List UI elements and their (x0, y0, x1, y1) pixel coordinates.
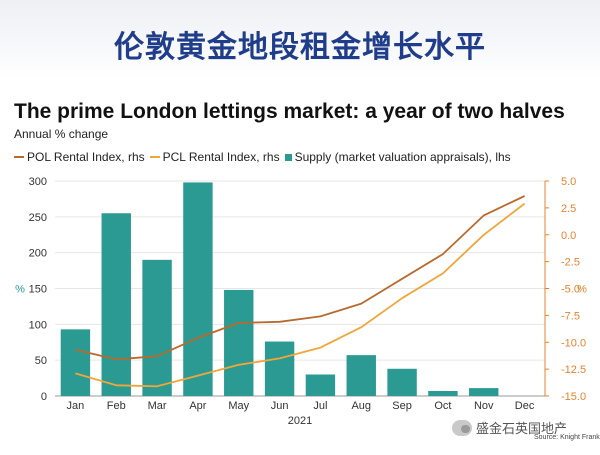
y-right-axis-label: % (577, 284, 587, 296)
legend-item-pol: POL Rental Index, rhs (14, 150, 145, 164)
y-right-tick-label: -12.5 (561, 364, 586, 376)
legend-label-supply: Supply (market valuation appraisals), lh… (294, 150, 511, 164)
y-left-tick-label: 200 (29, 248, 47, 260)
source-note: Source: Knight Frank (534, 434, 600, 441)
supply-bar (387, 368, 417, 396)
legend-swatch-pol (14, 156, 24, 158)
pcl-rental-index-line (75, 202, 526, 388)
supply-bar (183, 182, 213, 396)
supply-bar (224, 289, 254, 396)
y-right-tick-label: -5.0 (561, 284, 580, 296)
x-tick-label: Oct (434, 400, 451, 412)
x-tick-label: Jan (67, 400, 85, 412)
chart-title: The prime London lettings market: a year… (14, 100, 565, 123)
legend-item-pcl: PCL Rental Index, rhs (149, 150, 280, 164)
y-left-tick-label: 50 (35, 355, 47, 367)
supply-bar (305, 374, 336, 396)
banner: 伦敦黄金地段租金增长水平 (0, 0, 600, 78)
y-left-axis-label: % (15, 284, 25, 296)
y-left-tick-label: 100 (29, 319, 47, 331)
legend-label-pol: POL Rental Index, rhs (27, 150, 145, 164)
x-tick-label: Apr (189, 400, 206, 412)
wechat-icon (452, 419, 472, 436)
x-tick-label: May (228, 400, 249, 412)
legend-item-supply: Supply (market valuation appraisals), lh… (284, 150, 511, 164)
chart-legend: POL Rental Index, rhs PCL Rental Index, … (14, 150, 516, 164)
supply-bar (142, 259, 172, 396)
chart-subtitle: Annual % change (14, 127, 109, 141)
x-tick-label: Jul (313, 400, 327, 412)
supply-bar (346, 355, 376, 396)
y-right-tick-label: -10.0 (561, 337, 586, 349)
supply-bar (101, 213, 131, 396)
y-right-tick-label: 0.0 (561, 230, 576, 242)
legend-swatch-pcl (149, 156, 160, 158)
x-tick-label: Nov (474, 400, 494, 412)
x-tick-label: Dec (515, 400, 535, 412)
legend-label-pcl: PCL Rental Index, rhs (162, 150, 280, 164)
pol-rental-index-line (75, 195, 525, 361)
y-right-tick-label: 2.5 (561, 203, 576, 215)
supply-bar (469, 388, 499, 396)
y-left-tick-label: 250 (29, 212, 47, 224)
supply-bar (428, 390, 458, 396)
y-right-tick-label: -2.5 (561, 257, 580, 269)
supply-bar (264, 341, 295, 396)
x-tick-label: Mar (148, 400, 167, 412)
x-tick-label: Feb (107, 400, 126, 412)
chart-plot: 0 50 100 150 200 250 300 -15.0 -12.5 -10.0 -7.5 -5.… (15, 176, 587, 427)
y-right-tick-label: -7.5 (561, 310, 580, 322)
y-right-tick-label: -15.0 (561, 391, 586, 403)
y-left-tick-label: 150 (29, 284, 47, 296)
x-tick-label: Jun (271, 400, 289, 412)
watermark-text: 盛金石英国地产 (476, 422, 568, 437)
y-left-tick-label: 300 (29, 176, 47, 188)
banner-title: 伦敦黄金地段租金增长水平 (114, 30, 486, 65)
y-left-tick-label: 0 (41, 391, 47, 403)
x-axis-label: 2021 (288, 415, 312, 427)
legend-swatch-supply (284, 153, 292, 161)
x-tick-label: Sep (392, 400, 412, 412)
y-right-tick-label: 5.0 (561, 176, 576, 188)
supply-bar (60, 329, 91, 396)
x-tick-label: Aug (351, 400, 371, 412)
watermark: 盛金石英国地产 (452, 418, 567, 437)
